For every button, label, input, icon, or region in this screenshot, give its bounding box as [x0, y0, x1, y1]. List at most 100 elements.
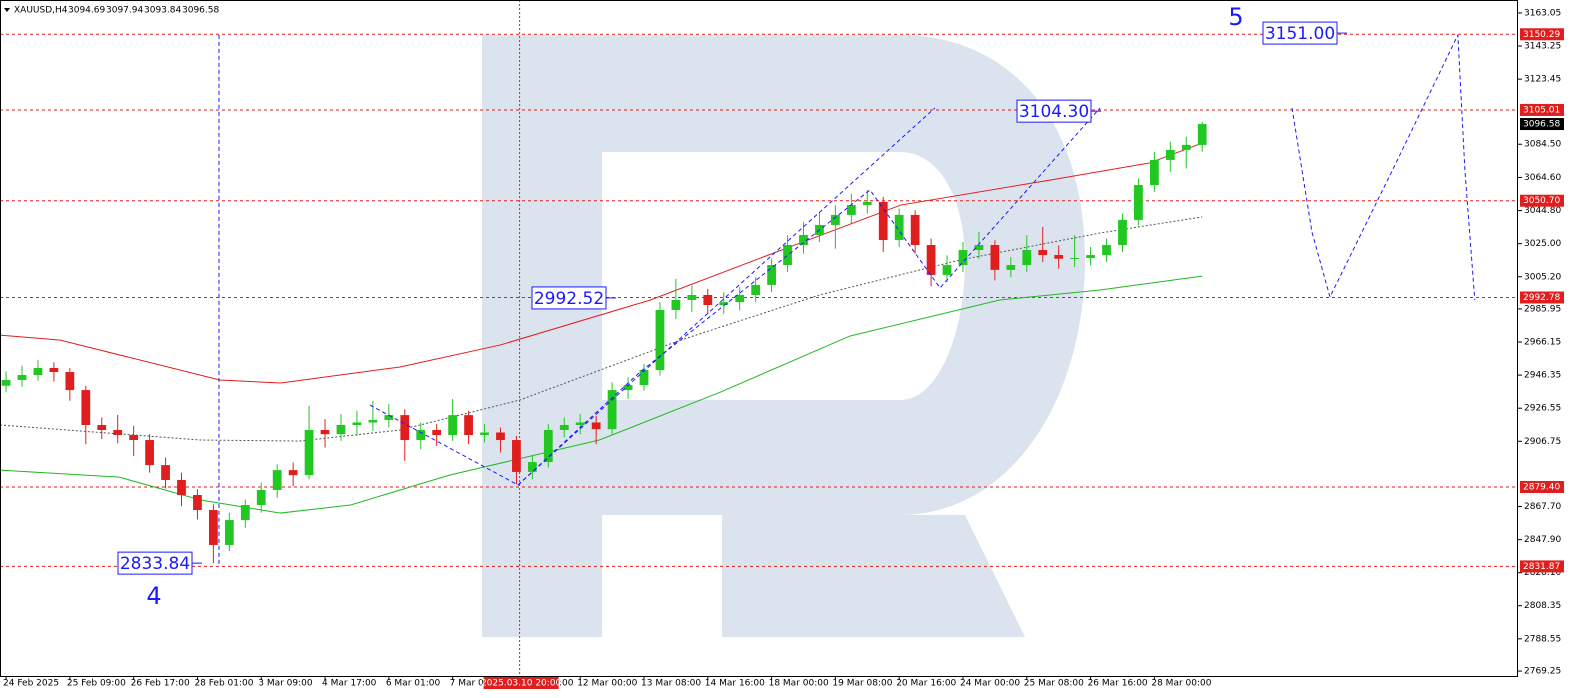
candle-body [575, 422, 585, 425]
header-open: 3094.69 [68, 6, 105, 16]
level-label: 2879.40 [1523, 482, 1560, 492]
wave-label: 4 [146, 582, 161, 610]
target-label: 2833.84 [120, 554, 190, 574]
candle-body [464, 415, 473, 436]
candle-body [1118, 219, 1127, 245]
y-tick-label: 3123.45 [1524, 75, 1561, 85]
plot-frame [0, 0, 1518, 677]
candle-body [671, 299, 681, 311]
x-tick-label: 18 Mar 00:00 [769, 679, 829, 689]
symbol: XAUUSD,H4 [14, 6, 68, 16]
candle-body [767, 265, 776, 285]
candle-body [49, 367, 59, 373]
x-tick-label: 25 Mar 08:00 [1024, 679, 1084, 689]
candle-body [926, 244, 936, 275]
candle-body [942, 265, 952, 275]
candle-body [623, 385, 633, 391]
y-tick-label: 2808.35 [1524, 601, 1561, 611]
last-price-label: 3096.58 [1523, 120, 1560, 130]
target-label: 3151.00 [1265, 24, 1335, 44]
candle-body [129, 435, 139, 441]
level-label-box [1520, 194, 1564, 207]
x-tick-label: 12 Mar 00:00 [577, 679, 637, 689]
candle-body [878, 201, 888, 240]
level-label-box [1520, 28, 1564, 41]
candle-body [209, 510, 218, 545]
x-tick-label: 24 Feb 2025 [3, 679, 59, 689]
header-close: 3096.58 [182, 6, 219, 16]
candle-body [719, 302, 729, 305]
y-tick-label: 3005.20 [1524, 272, 1561, 282]
candle-body [33, 367, 43, 376]
y-tick-label: 3084.50 [1524, 140, 1561, 150]
candle-body [1165, 149, 1175, 160]
y-tick-label: 3064.60 [1524, 173, 1561, 183]
moving-average [0, 275, 1203, 514]
header-low: 3093.84 [144, 6, 181, 16]
candle-body [559, 424, 569, 430]
candle-body [1022, 250, 1032, 266]
candle-body [113, 429, 123, 436]
candle-body [496, 432, 505, 441]
candle-body [384, 415, 394, 420]
candle-body [543, 429, 553, 463]
candle-body [480, 432, 489, 436]
x-tick-label: 28 Mar 00:00 [1151, 679, 1211, 689]
x-tick-label: 20 Mar 16:00 [896, 679, 956, 689]
candle-body [527, 462, 537, 472]
y-tick-label: 3025.00 [1524, 239, 1561, 249]
candle-body [224, 520, 234, 545]
last-price-box [1520, 118, 1564, 131]
candle-body [1038, 250, 1048, 256]
candle-body [1, 380, 11, 386]
header-high: 3097.94 [106, 6, 143, 16]
candle-body [272, 470, 282, 490]
y-tick-label: 2926.55 [1524, 404, 1561, 414]
level-label: 3150.29 [1523, 30, 1560, 40]
candle-body [304, 429, 314, 476]
wave-line [369, 107, 1101, 486]
level-label-box [1520, 480, 1564, 493]
y-tick-label: 2769.25 [1524, 667, 1561, 677]
candle-body [862, 201, 872, 206]
wave-line [517, 107, 936, 486]
level-label: 2831.87 [1523, 562, 1560, 572]
wave-label: 5 [1228, 3, 1243, 31]
x-tick-label: 6 Mar 01:00 [386, 679, 441, 689]
candle-body [256, 489, 266, 506]
candle-body [846, 205, 856, 215]
header: XAUUSD,H4 3094.69 3097.94 3093.84 3096.5… [4, 6, 219, 16]
candle-body [974, 244, 984, 251]
candle-body [400, 415, 410, 441]
candle-body [831, 214, 840, 225]
candle-body [432, 429, 442, 436]
x-tick-label: 7 Mar 09:00 [450, 679, 505, 689]
y-tick-label: 2788.55 [1524, 634, 1561, 644]
candle-body [1102, 244, 1111, 256]
target-box [1016, 99, 1092, 123]
moving-average [0, 142, 1203, 384]
candle-body [416, 429, 426, 441]
target-box [1262, 21, 1338, 45]
candle-body [1197, 124, 1207, 145]
y-tick-label: 2966.15 [1524, 338, 1561, 348]
target-box [531, 286, 607, 310]
x-tick-label: 13 Mar 08:00 [641, 679, 701, 689]
x-tick-label: 26 Feb 17:00 [131, 679, 190, 689]
y-tick-label: 2985.95 [1524, 304, 1561, 314]
candle-body [145, 440, 154, 466]
level-label: 2992.78 [1523, 293, 1560, 303]
candle-body [1134, 185, 1143, 220]
candle-body [1006, 265, 1016, 270]
y-tick-label: 2946.35 [1524, 371, 1561, 381]
candle-body [17, 375, 27, 381]
candle-body [910, 214, 920, 245]
candle-body [783, 244, 792, 266]
candle-body [336, 424, 346, 435]
level-label-box [1520, 103, 1564, 116]
candle-body [639, 370, 649, 386]
candle-body [799, 234, 808, 245]
candle-body [320, 429, 330, 435]
candle-body [1149, 159, 1159, 186]
